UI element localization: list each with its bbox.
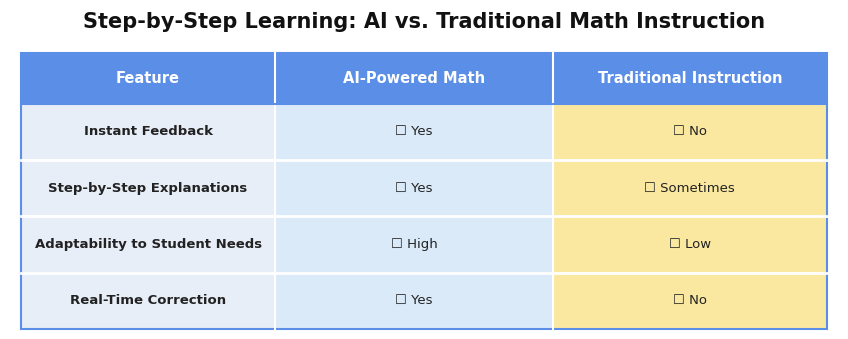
Bar <box>553 104 827 160</box>
Bar <box>275 216 553 273</box>
Text: ☐ High: ☐ High <box>391 238 438 251</box>
Text: Traditional Instruction: Traditional Instruction <box>598 71 782 86</box>
Bar <box>21 160 275 216</box>
Bar <box>553 273 827 329</box>
Bar <box>21 216 275 273</box>
Bar <box>21 53 275 104</box>
Text: Instant Feedback: Instant Feedback <box>84 125 213 138</box>
Text: Feature: Feature <box>116 71 180 86</box>
Bar <box>21 273 275 329</box>
Text: ☐ Sometimes: ☐ Sometimes <box>644 182 735 195</box>
Text: Step-by-Step Explanations: Step-by-Step Explanations <box>48 182 248 195</box>
Bar <box>21 53 827 329</box>
Text: ☐ Yes: ☐ Yes <box>395 125 432 138</box>
Text: AI-Powered Math: AI-Powered Math <box>343 71 485 86</box>
Bar <box>553 216 827 273</box>
Bar <box>553 53 827 104</box>
Text: ☐ Yes: ☐ Yes <box>395 294 432 307</box>
Text: Real-Time Correction: Real-Time Correction <box>70 294 226 307</box>
Bar <box>21 104 275 160</box>
Text: Adaptability to Student Needs: Adaptability to Student Needs <box>35 238 262 251</box>
Bar <box>275 160 553 216</box>
Text: ☐ No: ☐ No <box>672 125 707 138</box>
Text: Step-by-Step Learning: AI vs. Traditional Math Instruction: Step-by-Step Learning: AI vs. Traditiona… <box>83 12 765 32</box>
Bar <box>275 273 553 329</box>
Text: ☐ Low: ☐ Low <box>669 238 711 251</box>
Text: ☐ No: ☐ No <box>672 294 707 307</box>
Bar <box>275 104 553 160</box>
Text: ☐ Yes: ☐ Yes <box>395 182 432 195</box>
Bar <box>553 160 827 216</box>
Bar <box>275 53 553 104</box>
